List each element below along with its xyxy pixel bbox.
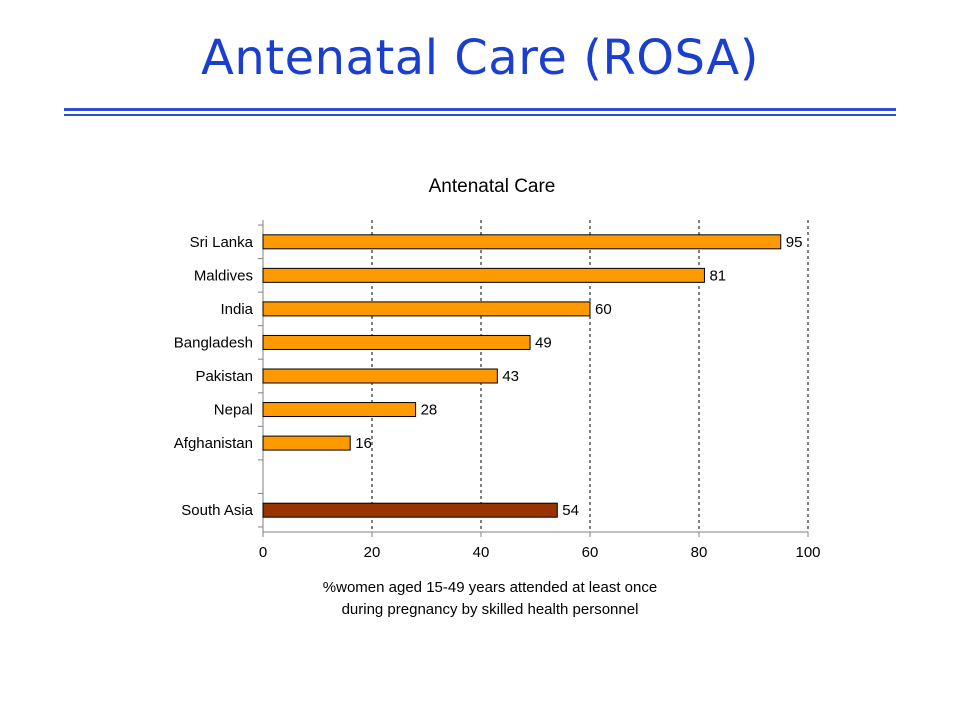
category-label: South Asia bbox=[181, 502, 253, 519]
data-label: 49 bbox=[535, 334, 552, 351]
bar bbox=[262, 368, 498, 384]
category-label: Nepal bbox=[214, 402, 253, 419]
data-label: 60 bbox=[595, 301, 612, 318]
category-label: Sri Lanka bbox=[190, 234, 254, 251]
title-divider-secondary bbox=[64, 114, 896, 116]
bar bbox=[262, 402, 417, 418]
bar bbox=[262, 502, 558, 518]
x-axis-label-line-1: %women aged 15-49 years attended at leas… bbox=[323, 579, 657, 596]
x-tick-label: 80 bbox=[691, 544, 708, 561]
data-label: 16 bbox=[355, 435, 372, 452]
chart-axes bbox=[258, 220, 809, 537]
bar bbox=[262, 334, 531, 350]
x-tick-label: 60 bbox=[582, 544, 599, 561]
data-label: 28 bbox=[421, 402, 438, 419]
category-label: Maldives bbox=[194, 267, 253, 284]
title-divider bbox=[64, 108, 896, 111]
chart-title: Antenatal Care bbox=[429, 176, 556, 197]
category-label: India bbox=[220, 301, 253, 318]
data-label: 54 bbox=[562, 502, 579, 519]
chart-labels: 0 20 40 60 80 100 Sri Lanka 95 Maldives 81 India 60… bbox=[174, 234, 821, 561]
bar bbox=[262, 435, 351, 451]
bar bbox=[262, 267, 705, 283]
category-label: Afghanistan bbox=[174, 435, 253, 452]
page-title: Antenatal Care (ROSA) bbox=[201, 30, 759, 86]
x-tick-label: 20 bbox=[364, 544, 381, 561]
x-tick-label: 100 bbox=[795, 544, 820, 561]
bar bbox=[262, 234, 782, 250]
category-label: Bangladesh bbox=[174, 334, 253, 351]
data-label: 81 bbox=[709, 267, 726, 284]
x-tick-label: 0 bbox=[259, 544, 267, 561]
bar bbox=[262, 301, 591, 317]
x-axis-label-line-2: during pregnancy by skilled health perso… bbox=[342, 601, 639, 618]
data-label: 43 bbox=[502, 368, 519, 385]
chart-bars bbox=[262, 234, 782, 518]
x-tick-label: 40 bbox=[473, 544, 490, 561]
data-label: 95 bbox=[786, 234, 803, 251]
category-label: Pakistan bbox=[195, 368, 253, 385]
